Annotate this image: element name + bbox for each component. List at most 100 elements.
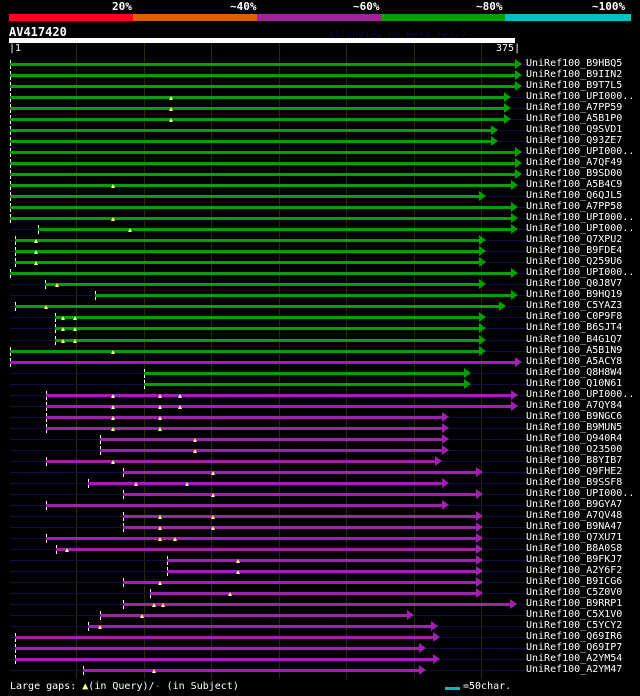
hit-label[interactable]: UniRef100_A5ACY8	[526, 355, 623, 367]
alignment-row[interactable]: UniRef100_B9T7L5	[0, 80, 640, 92]
hit-label[interactable]: UniRef100_B9ICG6	[526, 575, 623, 587]
alignment-row[interactable]: UniRef100_B8A0S8	[0, 542, 640, 555]
hit-label[interactable]: UniRef100_Q9SVD1	[526, 124, 623, 136]
alignment-row[interactable]: UniRef100_B9FDE4	[0, 245, 640, 257]
hit-label[interactable]: UniRef100_B9NGC6	[526, 410, 623, 422]
alignment-row[interactable]: UniRef100_UPI000..	[0, 212, 640, 224]
alignment-row[interactable]: UniRef100_B9SSF8	[0, 477, 640, 489]
hit-label[interactable]: UniRef100_UPI000..	[526, 212, 635, 224]
hit-label[interactable]: UniRef100_B9GYA7	[526, 498, 623, 510]
alignment-row[interactable]: UniRef100_Q8H8W4	[0, 366, 640, 379]
hit-label[interactable]: UniRef100_B9FKJ7	[526, 553, 623, 565]
alignment-row[interactable]: UniRef100_Q69IP7	[0, 642, 640, 654]
alignment-row[interactable]: UniRef100_A2Y6F2	[0, 564, 640, 577]
alignment-row[interactable]: UniRef100_Q93ZE7	[0, 135, 640, 147]
hit-label[interactable]: UniRef100_A7QV48	[526, 509, 623, 521]
alignment-row[interactable]: UniRef100_Q940R4	[0, 432, 640, 445]
hit-label[interactable]: UniRef100_UPI000..	[526, 487, 635, 499]
hit-label[interactable]: UniRef100_C5YCY2	[526, 620, 623, 632]
hit-label[interactable]: UniRef100_B9FDE4	[526, 245, 623, 257]
hit-label[interactable]: UniRef100_Q69IP7	[526, 642, 623, 654]
hit-label[interactable]: UniRef100_B9SD00	[526, 168, 623, 180]
alignment-row[interactable]: UniRef100_B9NA47	[0, 520, 640, 533]
hit-label[interactable]: UniRef100_C5X1V0	[526, 609, 623, 620]
alignment-row[interactable]: UniRef100_A7QV48	[0, 509, 640, 522]
alignment-row[interactable]: UniRef100_A7PP59	[0, 102, 640, 114]
alignment-row[interactable]: UniRef100_C5YAZ3	[0, 300, 640, 312]
alignment-row[interactable]: UniRef100_Q9SVD1	[0, 124, 640, 136]
alignment-row[interactable]: UniRef100_B9HQ19	[0, 289, 640, 301]
hit-label[interactable]: UniRef100_Q0J8V7	[526, 278, 623, 290]
hit-label[interactable]: UniRef100_C5Z0V0	[526, 586, 623, 598]
hit-label[interactable]: UniRef100_Q7XU71	[526, 531, 623, 543]
alignment-row[interactable]: UniRef100_A7QY84	[0, 400, 640, 412]
alignment-row[interactable]: UniRef100_A5B1N9	[0, 344, 640, 357]
alignment-row[interactable]: UniRef100_B9MUN5	[0, 421, 640, 434]
hit-label[interactable]: UniRef100_B9IIN2	[526, 69, 623, 81]
alignment-row[interactable]: UniRef100_B9NGC6	[0, 410, 640, 423]
hit-label[interactable]: UniRef100_B8YIB7	[526, 454, 623, 466]
hit-label[interactable]: UniRef100_UPI000..	[526, 223, 635, 235]
hit-label[interactable]: UniRef100_UPI000..	[526, 91, 635, 103]
hit-label[interactable]: UniRef100_C5YAZ3	[526, 300, 623, 312]
hit-label[interactable]: UniRef100_Q10N61	[526, 377, 623, 389]
alignment-row[interactable]: UniRef100_C5YCY2	[0, 620, 640, 632]
hit-label[interactable]: UniRef100_B9NA47	[526, 520, 623, 532]
alignment-row[interactable]: UniRef100_C5X1V0	[0, 609, 640, 621]
alignment-row[interactable]: UniRef100_UPI000..	[0, 146, 640, 158]
hit-label[interactable]: UniRef100_B8A0S8	[526, 542, 623, 554]
hit-label[interactable]: UniRef100_A7PP58	[526, 201, 623, 213]
alignment-row[interactable]: UniRef100_B9IIN2	[0, 69, 640, 81]
alignment-row[interactable]: UniRef100_C5Z0V0	[0, 586, 640, 599]
alignment-row[interactable]: UniRef100_B4G1Q7	[0, 333, 640, 346]
alignment-row[interactable]: UniRef100_A5B4C9	[0, 179, 640, 191]
hit-label[interactable]: UniRef100_A7QF49	[526, 157, 623, 169]
hit-label[interactable]: UniRef100_O23500	[526, 443, 623, 455]
alignment-row[interactable]: UniRef100_B9FKJ7	[0, 553, 640, 566]
hit-label[interactable]: UniRef100_UPI000..	[526, 146, 635, 158]
alignment-row[interactable]: UniRef100_Q9FHE2	[0, 466, 640, 478]
alignment-row[interactable]: UniRef100_B8YIB7	[0, 454, 640, 467]
alignment-row[interactable]: UniRef100_Q0J8V7	[0, 278, 640, 290]
hit-label[interactable]: UniRef100_Q8H8W4	[526, 366, 623, 378]
alignment-row[interactable]: UniRef100_A2YM47	[0, 664, 640, 676]
alignment-row[interactable]: UniRef100_B9HBQ5	[0, 58, 640, 70]
hit-label[interactable]: UniRef100_Q940R4	[526, 432, 623, 444]
alignment-row[interactable]: UniRef100_B9SD00	[0, 168, 640, 180]
alignment-row[interactable]: UniRef100_A5ACY8	[0, 355, 640, 368]
alignment-row[interactable]: UniRef100_UPI000..	[0, 91, 640, 103]
alignment-row[interactable]: UniRef100_UPI000..	[0, 223, 640, 235]
hit-label[interactable]: UniRef100_Q69IR6	[526, 631, 623, 643]
alignment-row[interactable]: UniRef100_UPI000..	[0, 487, 640, 500]
hit-label[interactable]: UniRef100_A5B4C9	[526, 179, 623, 191]
hit-label[interactable]: UniRef100_UPI000..	[526, 267, 635, 279]
hit-label[interactable]: UniRef100_B9T7L5	[526, 80, 623, 92]
alignment-row[interactable]: UniRef100_UPI000..	[0, 267, 640, 279]
alignment-row[interactable]: UniRef100_B9RRP1	[0, 598, 640, 610]
hit-label[interactable]: UniRef100_Q6QJL5	[526, 190, 623, 202]
alignment-row[interactable]: UniRef100_B9GYA7	[0, 498, 640, 511]
alignment-row[interactable]: UniRef100_UPI000..	[0, 388, 640, 401]
hit-label[interactable]: UniRef100_UPI000..	[526, 388, 635, 400]
alignment-row[interactable]: UniRef100_B6SJT4	[0, 322, 640, 334]
hit-label[interactable]: UniRef100_Q7XPU2	[526, 234, 623, 246]
alignment-row[interactable]: UniRef100_A7PP58	[0, 201, 640, 213]
alignment-row[interactable]: UniRef100_Q10N61	[0, 377, 640, 390]
hit-label[interactable]: UniRef100_B9HQ19	[526, 289, 623, 301]
hit-label[interactable]: UniRef100_A5B1N9	[526, 344, 623, 356]
alignment-row[interactable]: UniRef100_Q259U6	[0, 256, 640, 268]
alignment-row[interactable]: UniRef100_Q7XPU2	[0, 234, 640, 246]
alignment-row[interactable]: UniRef100_Q7XU71	[0, 531, 640, 544]
hit-label[interactable]: UniRef100_Q259U6	[526, 256, 623, 268]
hit-label[interactable]: UniRef100_A5B1P0	[526, 113, 623, 125]
hit-label[interactable]: UniRef100_A2YM54	[526, 653, 623, 665]
alignment-row[interactable]: UniRef100_B9ICG6	[0, 575, 640, 588]
alignment-row[interactable]: UniRef100_A7QF49	[0, 157, 640, 169]
hit-label[interactable]: UniRef100_A2YM47	[526, 664, 623, 676]
hit-label[interactable]: UniRef100_A2Y6F2	[526, 564, 623, 576]
hit-label[interactable]: UniRef100_C0P9F8	[526, 311, 623, 323]
alignment-row[interactable]: UniRef100_Q6QJL5	[0, 190, 640, 202]
hit-label[interactable]: UniRef100_A7PP59	[526, 102, 623, 114]
hit-label[interactable]: UniRef100_B4G1Q7	[526, 333, 623, 345]
hit-label[interactable]: UniRef100_B9MUN5	[526, 421, 623, 433]
